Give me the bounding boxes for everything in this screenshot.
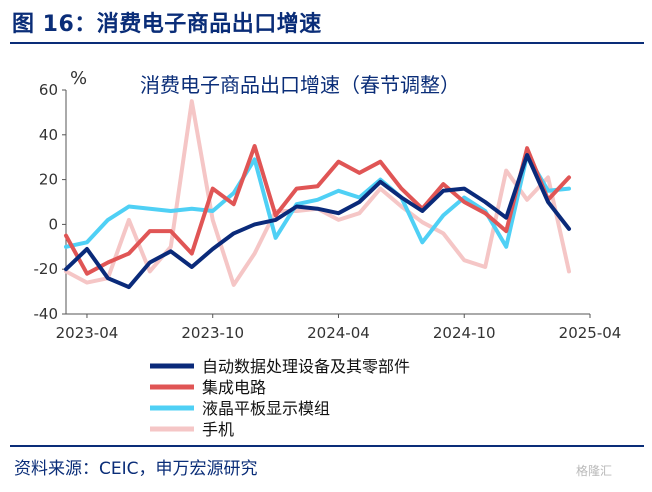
line-chart: -40 -20 0 20 40 60 2023-04 2023-10 2024-04 2024-1… — [34, 68, 622, 439]
y-tick-label: 20 — [39, 171, 58, 189]
y-tick-label: 60 — [39, 81, 58, 99]
x-tick-label: 2025-04 — [559, 324, 622, 342]
x-tick-label: 2023-10 — [181, 324, 244, 342]
title-divider — [10, 42, 644, 44]
axes: -40 -20 0 20 40 60 2023-04 2023-10 2024-04 2024-1… — [34, 81, 622, 342]
series-line — [64, 153, 571, 290]
x-tick-label: 2024-04 — [307, 324, 370, 342]
chart-title: 消费电子商品出口增速（春节调整） — [140, 73, 460, 97]
y-tick-label: 0 — [48, 215, 58, 233]
legend-label: 液晶平板显示模组 — [202, 399, 330, 418]
y-tick-label: -40 — [34, 305, 59, 323]
watermark-logo: 格隆汇 — [576, 464, 613, 478]
series-lines — [64, 99, 571, 290]
footer-divider — [10, 445, 644, 447]
figure-title: 图 16：消费电子商品出口增速 — [12, 12, 322, 37]
legend-label: 手机 — [202, 420, 234, 439]
y-tick-label: -20 — [34, 260, 59, 278]
x-tick-label: 2023-04 — [56, 324, 119, 342]
y-tick-label: 40 — [39, 126, 58, 144]
series-line — [64, 144, 571, 276]
series-line — [64, 99, 571, 287]
x-tick-label: 2024-10 — [433, 324, 496, 342]
legend-label: 自动数据处理设备及其零部件 — [202, 357, 410, 376]
source-note: 资料来源：CEIC，申万宏源研究 — [14, 459, 258, 479]
legend-label: 集成电路 — [202, 378, 266, 397]
y-axis-unit: % — [70, 68, 87, 89]
